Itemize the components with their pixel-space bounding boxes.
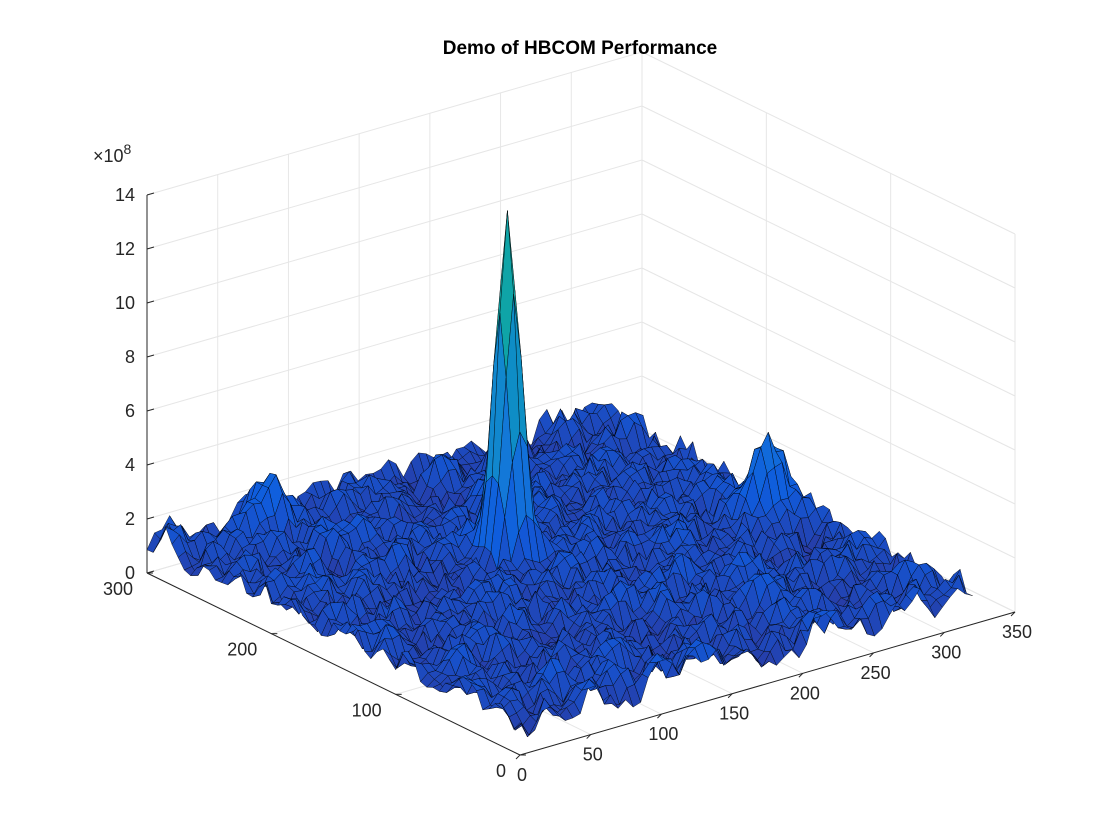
y-tick-label: 300: [103, 579, 133, 599]
y-tick-label: 100: [352, 700, 382, 720]
grid-line-backwall-z: [146, 321, 643, 466]
x-tick-label: 50: [583, 745, 603, 765]
grid-line-backwall-z: [146, 375, 643, 520]
grid-line-backwall-z: [146, 51, 643, 196]
z-tick-label: 2: [125, 509, 135, 529]
y-axis-line: [146, 572, 521, 756]
z-tick-mark: [146, 300, 155, 304]
tick-layer: 0501001502002503003500100200300024681012…: [103, 185, 1032, 785]
grid-line-backwall-z: [146, 213, 643, 358]
x-tick-label: 250: [861, 663, 891, 683]
z-tick-mark: [146, 354, 155, 358]
z-multiplier-base: ×10: [93, 146, 124, 166]
x-axis-line: [519, 611, 1016, 756]
grid-line-sidewall-z: [641, 267, 1016, 451]
surface-layer: [146, 210, 973, 738]
surface-patch: [513, 722, 528, 738]
z-tick-mark: [146, 462, 155, 466]
z-tick-mark: [146, 516, 155, 520]
axis-layer: [146, 192, 1016, 760]
x-tick-label: 350: [1002, 622, 1032, 642]
x-tick-mark: [515, 754, 521, 760]
z-tick-mark: [146, 246, 155, 250]
grid-line-sidewall-z: [641, 105, 1016, 289]
x-tick-label: 300: [931, 642, 961, 662]
y-tick-label: 0: [496, 761, 506, 781]
z-tick-mark: [146, 570, 155, 574]
x-tick-mark: [727, 693, 733, 699]
z-tick-label: 8: [125, 347, 135, 367]
z-tick-label: 4: [125, 455, 135, 475]
x-tick-mark: [1010, 611, 1016, 617]
z-tick-mark: [146, 192, 155, 196]
grid-line-sidewall-z: [641, 375, 1016, 559]
x-tick-label: 200: [790, 683, 820, 703]
y-tick-label: 200: [227, 640, 257, 660]
grid-line-backwall-z: [146, 159, 643, 304]
grid-line-backwall-z: [146, 267, 643, 412]
z-tick-label: 10: [115, 293, 135, 313]
z-tick-mark: [146, 408, 155, 412]
z-tick-label: 12: [115, 239, 135, 259]
grid-line-sidewall-z: [641, 51, 1016, 235]
chart-title: Demo of HBCOM Performance: [443, 38, 718, 59]
x-tick-mark: [869, 652, 874, 658]
x-tick-label: 0: [517, 765, 527, 785]
x-tick-label: 100: [648, 724, 678, 744]
x-tick-mark: [657, 713, 662, 719]
grid-line-backwall-z: [146, 105, 643, 250]
z-tick-label: 6: [125, 401, 135, 421]
x-tick-mark: [586, 734, 592, 739]
grid-line-sidewall-z: [641, 321, 1016, 505]
x-tick-label: 150: [719, 704, 749, 724]
z-multiplier: ×108: [93, 141, 132, 166]
x-tick-mark: [798, 672, 804, 678]
z-tick-label: 14: [115, 185, 135, 205]
grid-line-sidewall-z: [641, 159, 1016, 343]
grid-line-sidewall-z: [641, 213, 1016, 397]
z-multiplier-exp: 8: [124, 141, 132, 157]
z-tick-label: 0: [125, 563, 135, 583]
x-tick-mark: [939, 632, 945, 637]
